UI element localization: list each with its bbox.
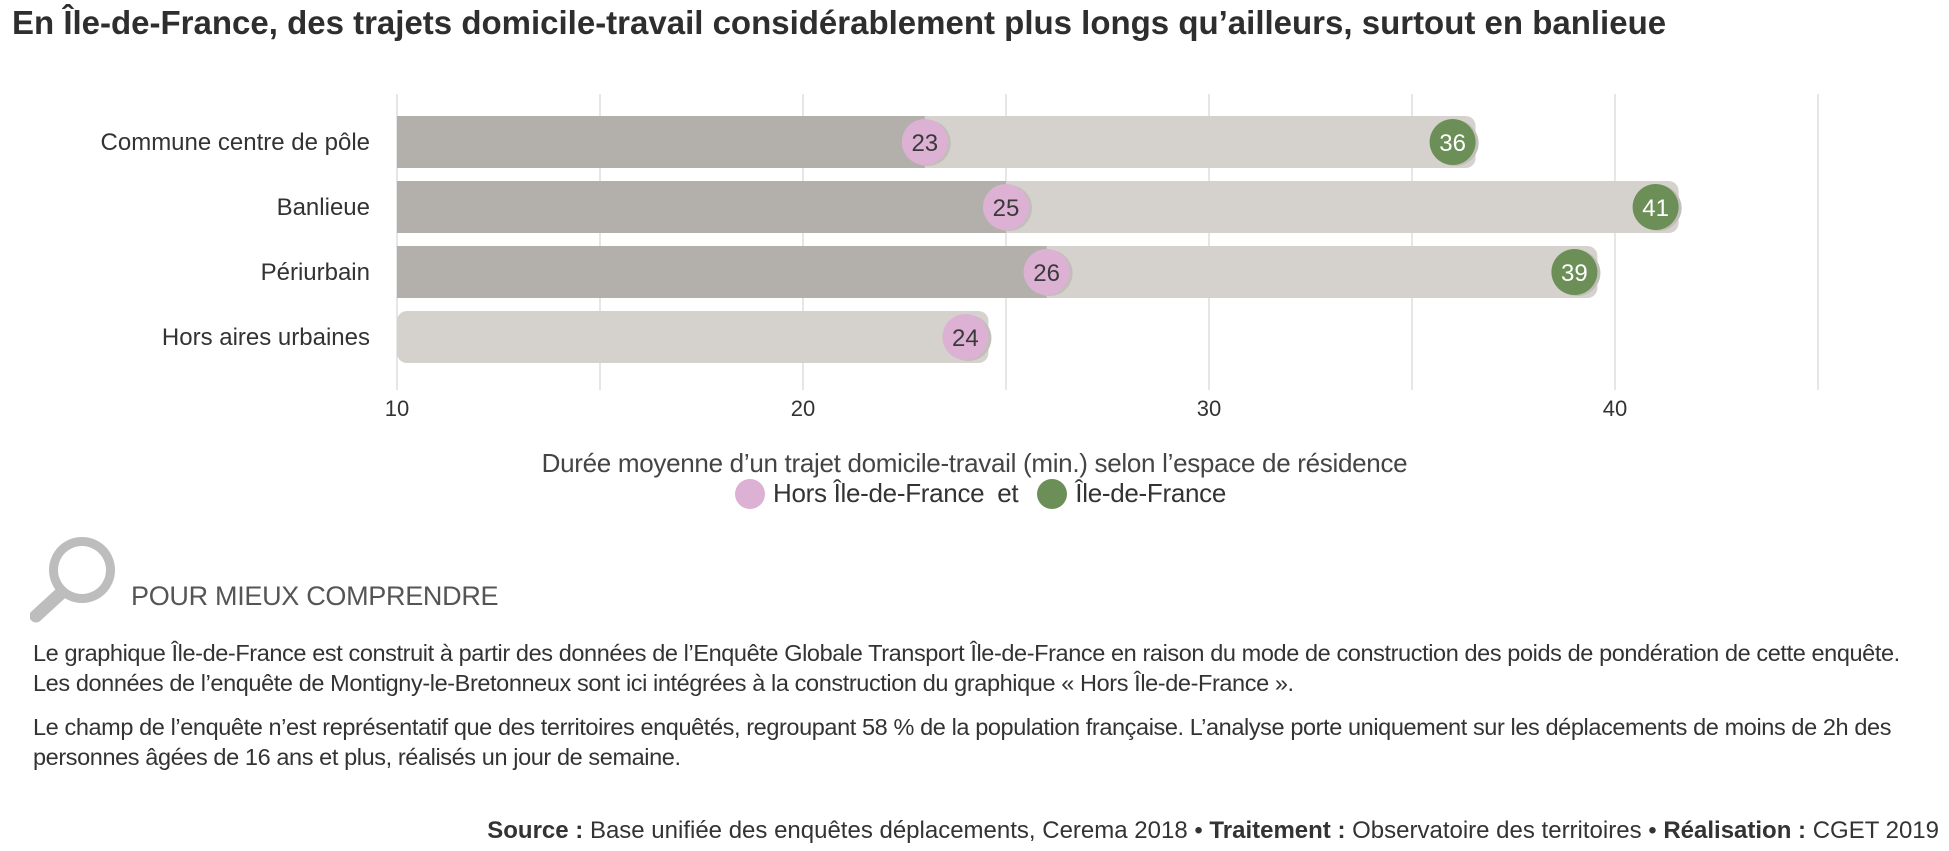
point-idf-label: 39 [1561, 260, 1588, 287]
source-text: Base unifiée des enquêtes déplacements, … [589, 817, 1188, 844]
point-hors-idf-label: 26 [1033, 260, 1060, 287]
x-axis-label: Durée moyenne d’un trajet domicile-trava… [541, 448, 1408, 478]
note-paragraph-2: Le champ de l’enquête n’est représentati… [33, 714, 1892, 770]
legend-dot-hors-idf [734, 479, 765, 509]
bar-hors-idf [397, 181, 1006, 233]
point-hors-idf-label: 24 [952, 325, 979, 352]
note-paragraph-1: Le graphique Île-de-France est construit… [33, 640, 1900, 696]
point-hors-idf [901, 119, 948, 165]
point-idf [1632, 184, 1679, 230]
point-idf-label: 41 [1642, 195, 1669, 222]
point-hors-idf [1023, 249, 1070, 295]
legend-dot-idf [1037, 479, 1068, 509]
realisation-label: Réalisation : [1663, 817, 1807, 844]
point-idf [1551, 249, 1598, 295]
source-label: Source : [487, 817, 584, 844]
bar-hors-idf [397, 116, 925, 168]
legend: Hors Île-de-France et Île-de-France [0, 478, 1949, 509]
bar-chart: Commune centre de pôle 23 36 Banlieue 25 41 Pé… [101, 94, 1819, 420]
x-tick-label: 20 [791, 396, 815, 420]
legend-connector: et [997, 478, 1019, 508]
chart-title: En Île-de-France, des trajets domicile-t… [12, 4, 1667, 41]
category-label: Banlieue [277, 194, 370, 221]
category-label: Périurbain [261, 259, 370, 286]
separator-1: • [1194, 817, 1203, 844]
x-tick-label: 40 [1603, 396, 1627, 420]
legend-label-hors-idf: Hors Île-de-France [772, 478, 985, 508]
source-line: Source : Base unifiée des enquêtes dépla… [487, 817, 1939, 845]
point-hors-idf [942, 314, 989, 360]
treatment-label: Traitement : [1209, 817, 1346, 844]
treatment-text: Observatoire des territoires [1352, 817, 1642, 844]
realisation-text: CGET 2019 [1812, 817, 1939, 844]
x-tick-label: 30 [1197, 396, 1221, 420]
category-label: Commune centre de pôle [101, 129, 370, 156]
understand-title: POUR MIEUX COMPRENDRE [131, 581, 499, 611]
separator-2: • [1648, 817, 1657, 844]
magnifier-icon [30, 537, 115, 623]
point-hors-idf-label: 25 [993, 195, 1020, 222]
x-tick-label: 10 [385, 396, 409, 420]
point-idf [1429, 119, 1476, 165]
point-hors-idf-label: 23 [911, 130, 938, 157]
point-idf-label: 36 [1439, 130, 1466, 157]
bar-track [397, 311, 989, 363]
bar-hors-idf [397, 246, 1047, 298]
point-hors-idf [983, 184, 1029, 230]
legend-label-idf: Île-de-France [1075, 478, 1227, 508]
category-label: Hors aires urbaines [162, 324, 370, 351]
